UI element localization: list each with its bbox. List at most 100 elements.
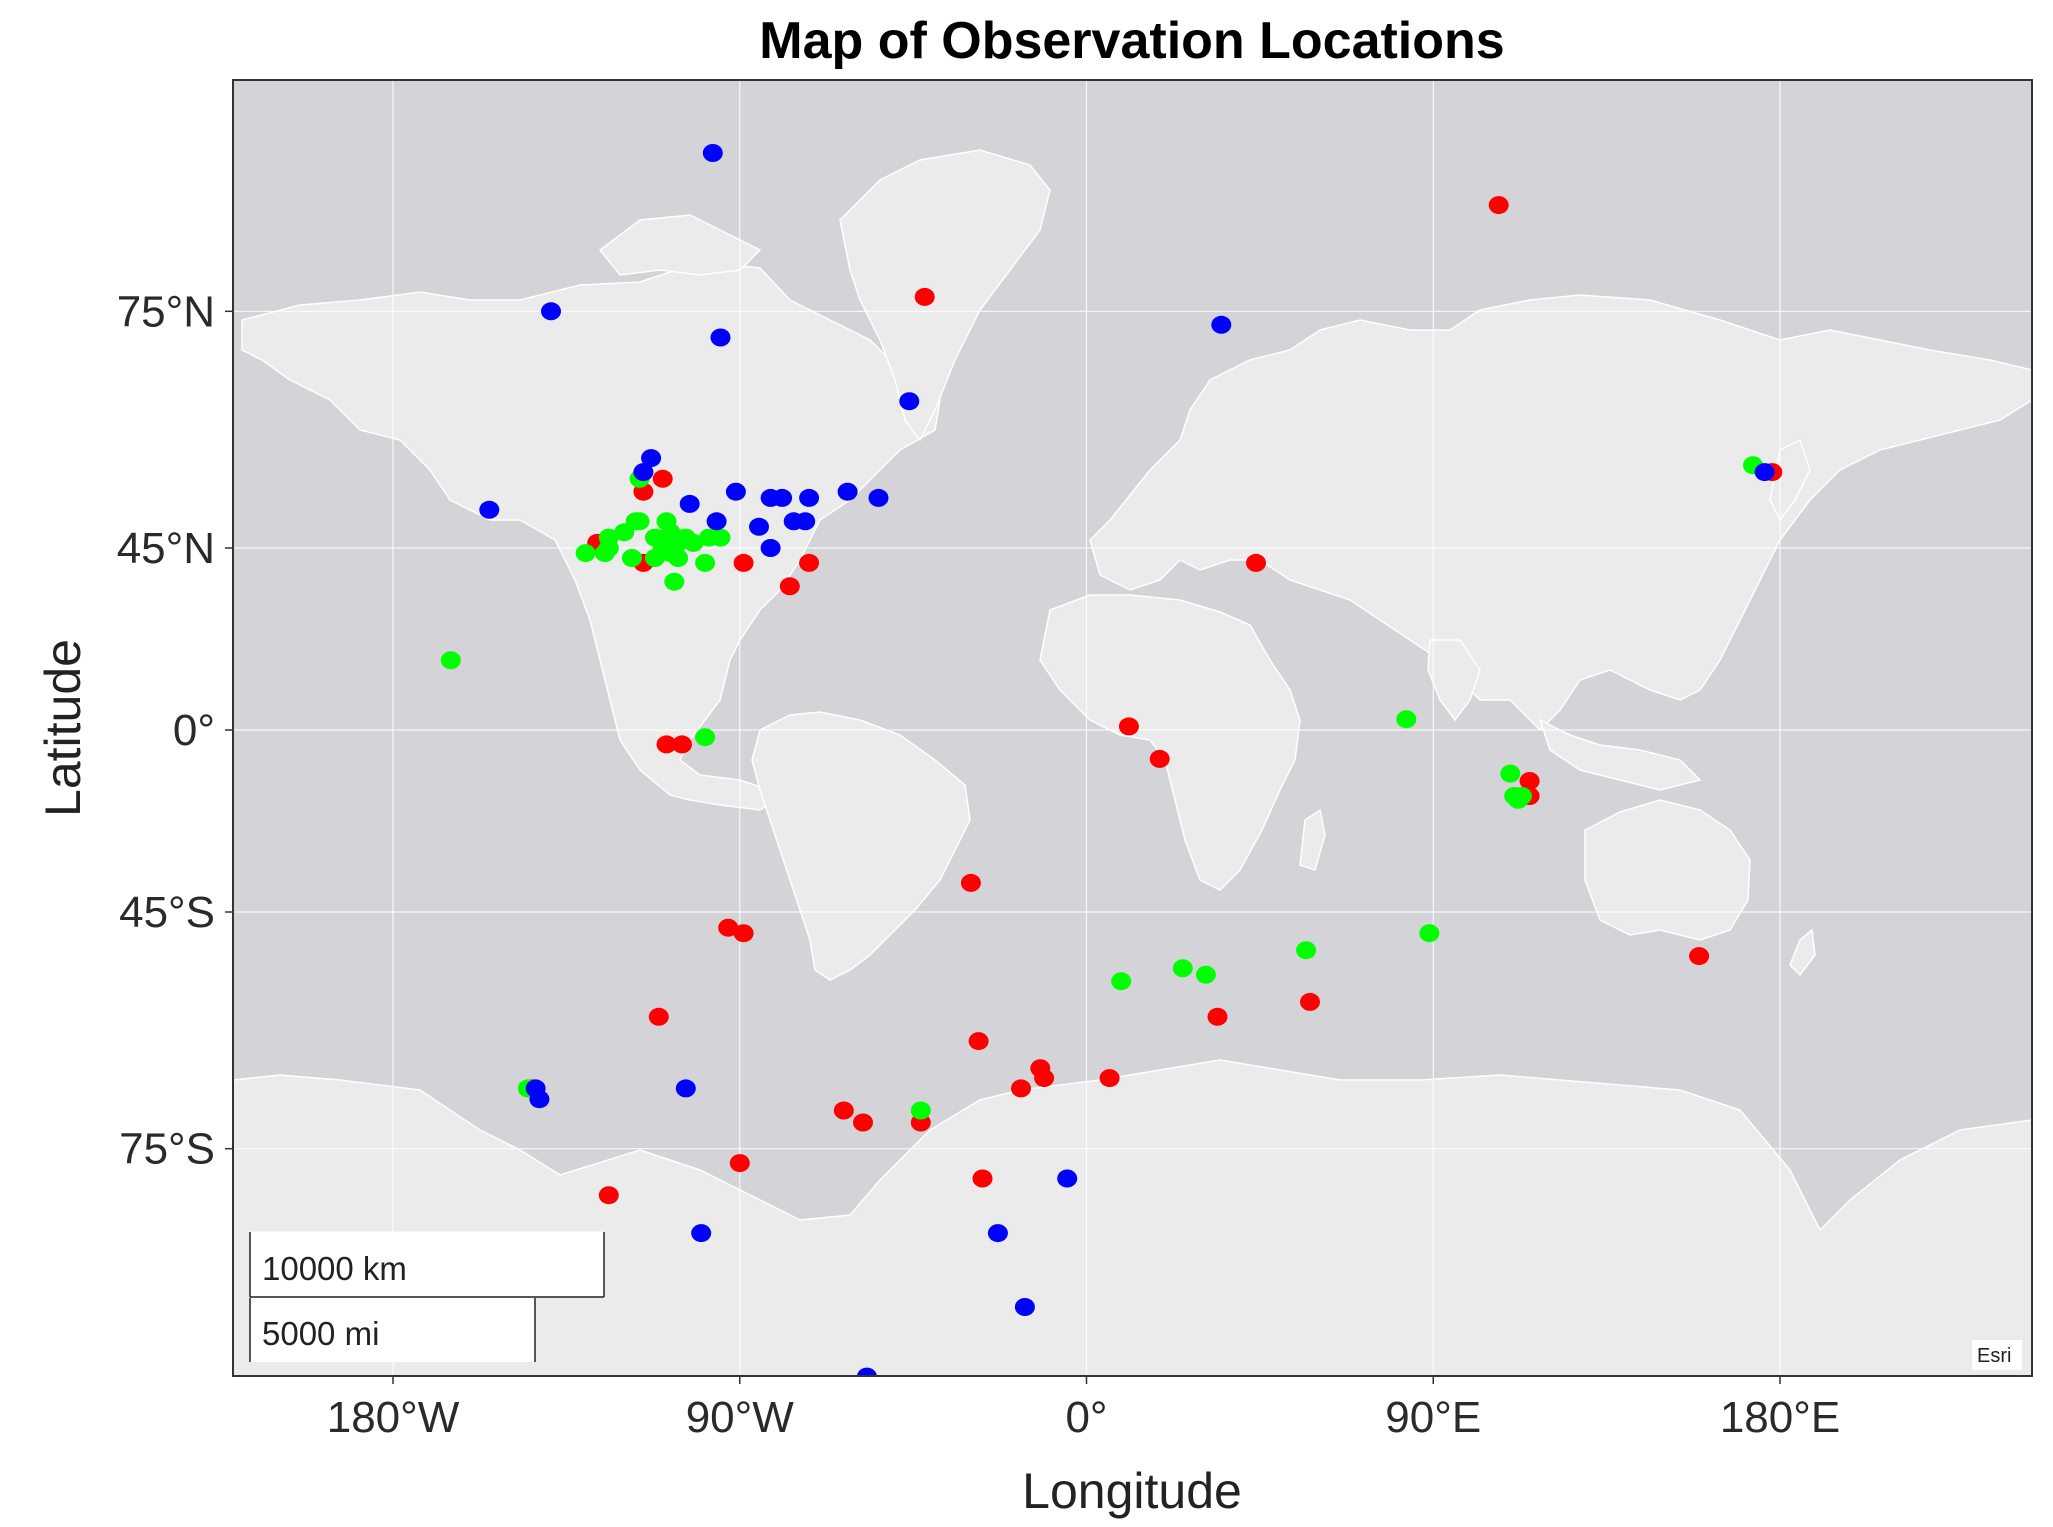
observation-point-green[interactable] (621, 549, 642, 567)
observation-point-red[interactable] (779, 577, 800, 596)
land-africa (1039, 594, 1301, 891)
observation-point-green[interactable] (695, 553, 716, 572)
observation-point-green[interactable] (710, 528, 731, 547)
observation-point-red[interactable] (1488, 196, 1509, 215)
observation-point-blue[interactable] (911, 1414, 931, 1432)
observation-point-blue[interactable] (691, 1224, 712, 1243)
y-tick-label: 75°N (117, 287, 215, 336)
observation-point-green[interactable] (652, 539, 673, 557)
observation-point-blue[interactable] (702, 144, 723, 162)
observation-point-green[interactable] (664, 572, 685, 591)
observation-point-blue[interactable] (946, 1473, 966, 1491)
observation-point-red[interactable] (972, 1169, 993, 1188)
observation-point-blue[interactable] (749, 517, 769, 536)
observation-point-red[interactable] (733, 924, 754, 943)
observation-point-blue[interactable] (760, 539, 781, 557)
observation-point-red[interactable] (652, 469, 673, 488)
observation-point-blue[interactable] (1014, 1298, 1035, 1316)
observation-point-blue[interactable] (541, 302, 561, 321)
observation-point-red[interactable] (799, 553, 820, 572)
observation-point-red[interactable] (1207, 1007, 1228, 1026)
observation-point-red[interactable] (960, 873, 981, 892)
observation-point-blue[interactable] (641, 449, 662, 468)
land-india (1427, 639, 1481, 722)
observation-point-red[interactable] (1011, 1079, 1031, 1098)
observation-point-blue[interactable] (710, 328, 731, 347)
land-new-zealand (1789, 928, 1816, 977)
land-arctic-archipelago (598, 214, 762, 276)
x-tick-label: 90°E (1385, 1393, 1481, 1442)
observation-point-blue[interactable] (633, 463, 654, 482)
observation-point-blue[interactable] (529, 1090, 550, 1109)
observation-point-blue[interactable] (868, 488, 889, 507)
land-southeast-asia (1538, 718, 1702, 791)
x-tick-label: 180°E (1720, 1393, 1840, 1442)
observation-point-blue[interactable] (799, 488, 820, 507)
observation-points (440, 144, 1783, 1491)
observation-point-red[interactable] (1689, 947, 1710, 966)
observation-point-blue[interactable] (725, 482, 746, 501)
observation-point-blue[interactable] (706, 512, 727, 531)
observation-point-red[interactable] (729, 1154, 750, 1173)
attribution-label: Esri (1977, 1345, 2011, 1367)
chart-title: Map of Observation Locations (759, 12, 1504, 70)
observation-point-green[interactable] (1396, 710, 1417, 729)
observation-point-red[interactable] (1030, 1059, 1051, 1078)
observation-point-red[interactable] (718, 918, 739, 937)
observation-point-green[interactable] (1500, 764, 1521, 783)
observation-point-red[interactable] (672, 735, 692, 754)
observation-point-blue[interactable] (679, 494, 700, 513)
observation-point-blue[interactable] (1057, 1169, 1078, 1188)
observation-point-blue[interactable] (1211, 315, 1232, 334)
observation-point-blue[interactable] (772, 488, 793, 507)
attribution-box (1972, 1340, 2022, 1370)
land-south-america (751, 711, 971, 981)
observation-point-blue[interactable] (856, 1367, 877, 1386)
observation-point-red[interactable] (853, 1113, 873, 1132)
observation-point-red[interactable] (648, 1007, 669, 1026)
observation-point-green[interactable] (594, 544, 615, 563)
land-antarctica (233, 1059, 2032, 1376)
observation-point-green[interactable] (575, 544, 596, 563)
y-axis: 75°N 45°N 0° 45°S 75°S (117, 287, 233, 1174)
observation-point-red[interactable] (1149, 749, 1170, 768)
land-australia (1584, 799, 1751, 941)
observation-point-red[interactable] (1300, 992, 1320, 1011)
scale-bar-mi-box (250, 1298, 535, 1362)
observation-point-green[interactable] (910, 1101, 931, 1120)
observation-point-red[interactable] (1118, 717, 1139, 736)
x-axis: 180°W 90°W 0° 90°E 180°E (327, 1376, 1840, 1442)
observation-point-green[interactable] (1296, 941, 1317, 960)
observation-point-green[interactable] (695, 728, 716, 747)
x-tick-label: 0° (1065, 1393, 1107, 1442)
observation-point-green[interactable] (440, 651, 461, 670)
observation-point-red[interactable] (598, 1186, 619, 1205)
observation-point-green[interactable] (1111, 972, 1132, 991)
observation-point-red[interactable] (914, 287, 935, 306)
map-panel[interactable]: 10000 km 5000 mi Esri (232, 79, 2033, 1491)
observation-point-red[interactable] (968, 1032, 989, 1051)
observation-point-red[interactable] (733, 553, 754, 572)
observation-point-blue[interactable] (479, 500, 500, 519)
observation-point-blue[interactable] (837, 482, 858, 501)
observation-point-red[interactable] (1246, 553, 1266, 572)
observation-point-blue[interactable] (899, 392, 920, 411)
observation-point-green[interactable] (614, 523, 635, 542)
observation-point-green[interactable] (1511, 787, 1532, 805)
scale-bar: 10000 km 5000 mi (249, 1231, 605, 1362)
observation-point-red[interactable] (1519, 772, 1540, 790)
observation-point-green[interactable] (1419, 924, 1440, 943)
observation-point-blue[interactable] (795, 512, 816, 531)
observation-point-red[interactable] (1099, 1069, 1120, 1088)
observation-point-red[interactable] (656, 735, 677, 754)
observation-point-green[interactable] (683, 533, 704, 552)
observation-point-blue[interactable] (1754, 463, 1775, 482)
scale-bar-mi-label: 5000 mi (262, 1315, 379, 1352)
observation-point-blue[interactable] (987, 1224, 1008, 1243)
observation-point-green[interactable] (1195, 965, 1216, 984)
y-tick-label: 45°N (117, 524, 215, 573)
observation-point-red[interactable] (833, 1101, 854, 1120)
observation-point-blue[interactable] (675, 1079, 696, 1098)
observation-point-green[interactable] (1172, 959, 1193, 978)
